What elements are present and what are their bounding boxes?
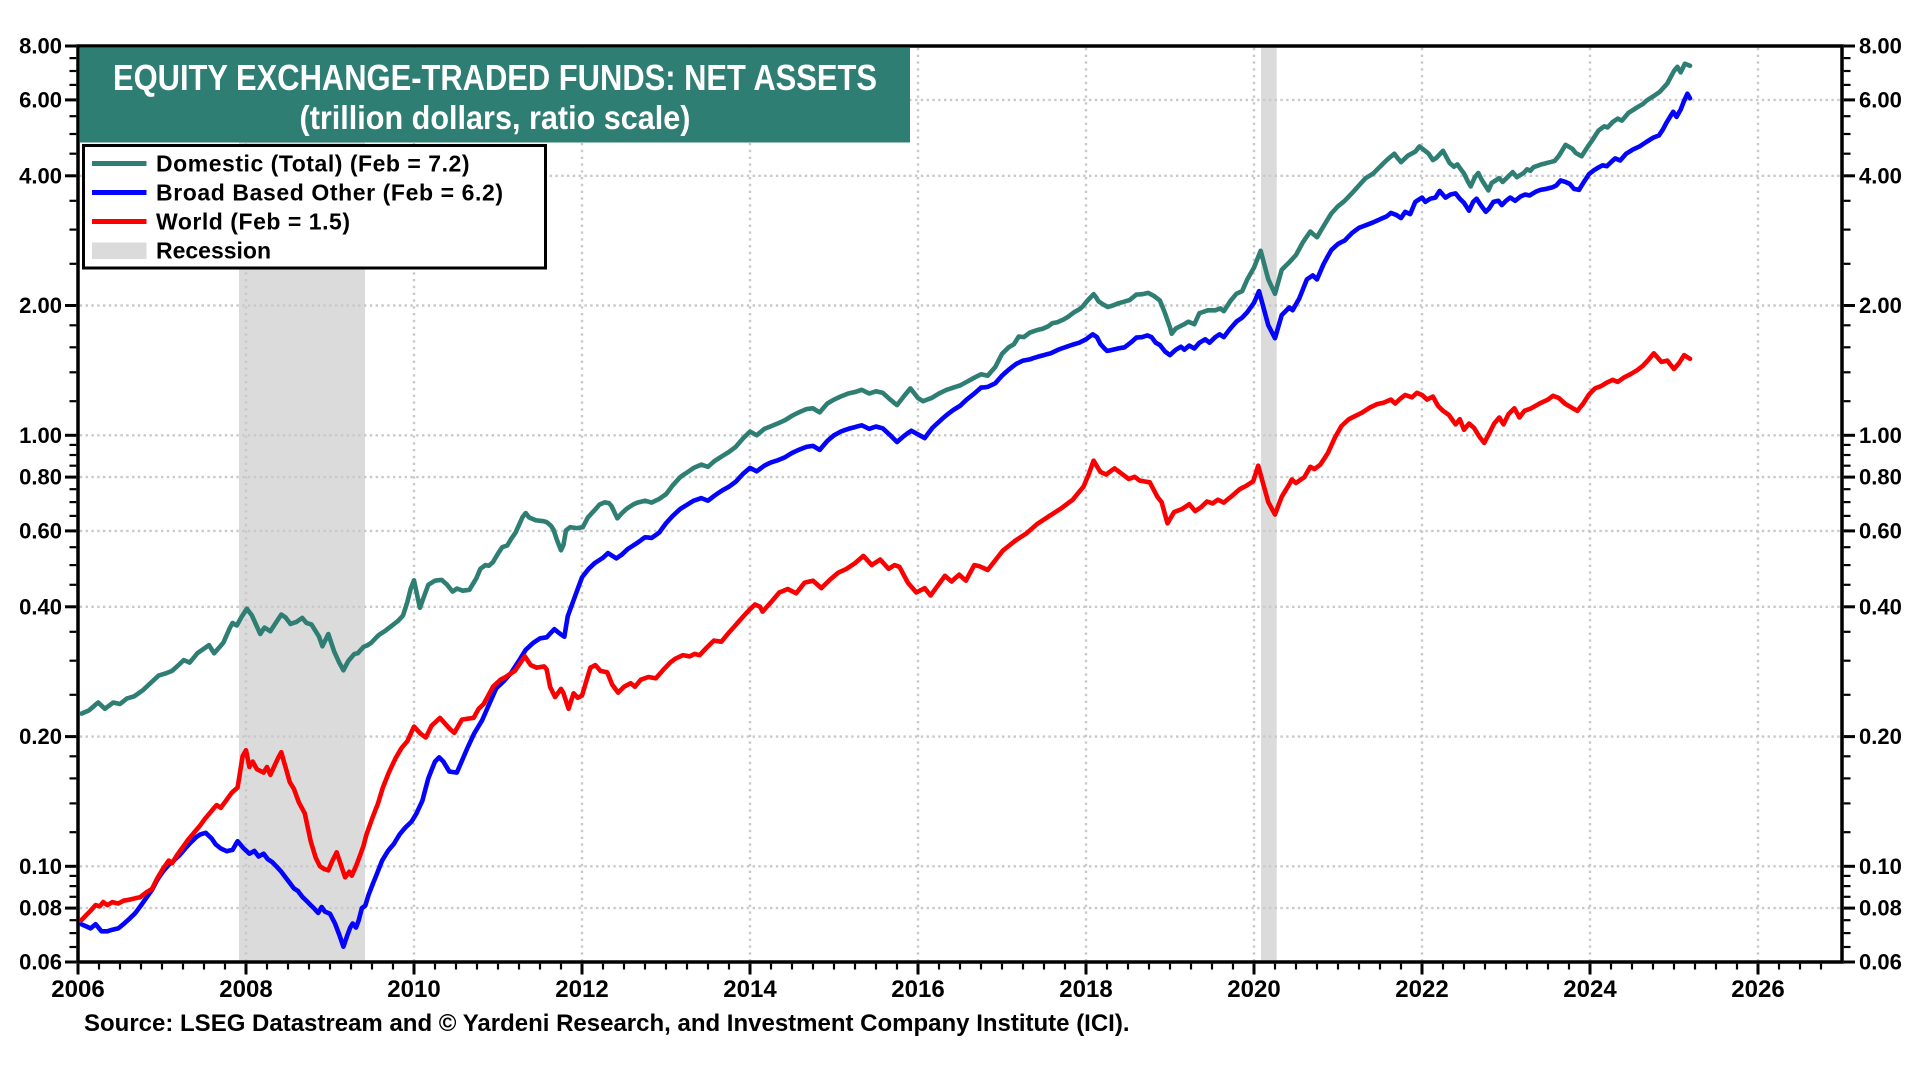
svg-text:0.40: 0.40 — [19, 594, 62, 619]
svg-text:2018: 2018 — [1059, 976, 1112, 1003]
svg-text:2026: 2026 — [1731, 976, 1784, 1003]
svg-text:Domestic (Total) (Feb = 7.2): Domestic (Total) (Feb = 7.2) — [156, 150, 470, 176]
svg-text:0.08: 0.08 — [1859, 896, 1902, 921]
svg-text:2.00: 2.00 — [1859, 293, 1902, 318]
svg-text:6.00: 6.00 — [1859, 87, 1902, 112]
svg-text:2016: 2016 — [891, 976, 944, 1003]
svg-text:0.80: 0.80 — [19, 465, 62, 490]
svg-text:2020: 2020 — [1227, 976, 1280, 1003]
svg-text:2012: 2012 — [555, 976, 608, 1003]
svg-text:8.00: 8.00 — [1859, 34, 1902, 59]
svg-text:0.08: 0.08 — [19, 896, 62, 921]
svg-text:2022: 2022 — [1395, 976, 1448, 1003]
svg-text:0.10: 0.10 — [19, 854, 62, 879]
svg-text:0.40: 0.40 — [1859, 594, 1902, 619]
svg-text:2010: 2010 — [387, 976, 440, 1003]
svg-text:0.06: 0.06 — [1859, 950, 1902, 975]
svg-text:4.00: 4.00 — [1859, 163, 1902, 188]
svg-text:(trillion dollars, ratio scale: (trillion dollars, ratio scale) — [300, 99, 691, 136]
svg-text:1.00: 1.00 — [19, 423, 62, 448]
svg-text:0.60: 0.60 — [19, 518, 62, 543]
svg-text:0.20: 0.20 — [19, 724, 62, 749]
svg-text:Recession: Recession — [156, 237, 271, 263]
svg-text:0.60: 0.60 — [1859, 518, 1902, 543]
svg-text:8.00: 8.00 — [19, 34, 62, 59]
svg-text:Source: LSEG Datastream and ©: Source: LSEG Datastream and © Yardeni Re… — [84, 1010, 1130, 1037]
svg-text:World (Feb = 1.5): World (Feb = 1.5) — [156, 208, 350, 234]
svg-text:6.00: 6.00 — [19, 87, 62, 112]
svg-text:0.20: 0.20 — [1859, 724, 1902, 749]
svg-text:EQUITY EXCHANGE-TRADED FUNDS:: EQUITY EXCHANGE-TRADED FUNDS: NET ASSETS — [113, 57, 877, 98]
svg-text:0.80: 0.80 — [1859, 465, 1902, 490]
svg-text:2014: 2014 — [723, 976, 777, 1003]
svg-text:2.00: 2.00 — [19, 293, 62, 318]
svg-text:4.00: 4.00 — [19, 163, 62, 188]
svg-text:0.10: 0.10 — [1859, 854, 1902, 879]
svg-text:2024: 2024 — [1563, 976, 1617, 1003]
svg-text:2006: 2006 — [51, 976, 104, 1003]
svg-text:0.06: 0.06 — [19, 950, 62, 975]
svg-text:1.00: 1.00 — [1859, 423, 1902, 448]
svg-text:2008: 2008 — [219, 976, 272, 1003]
svg-text:Broad Based Other (Feb = 6.2): Broad Based Other (Feb = 6.2) — [156, 179, 503, 205]
